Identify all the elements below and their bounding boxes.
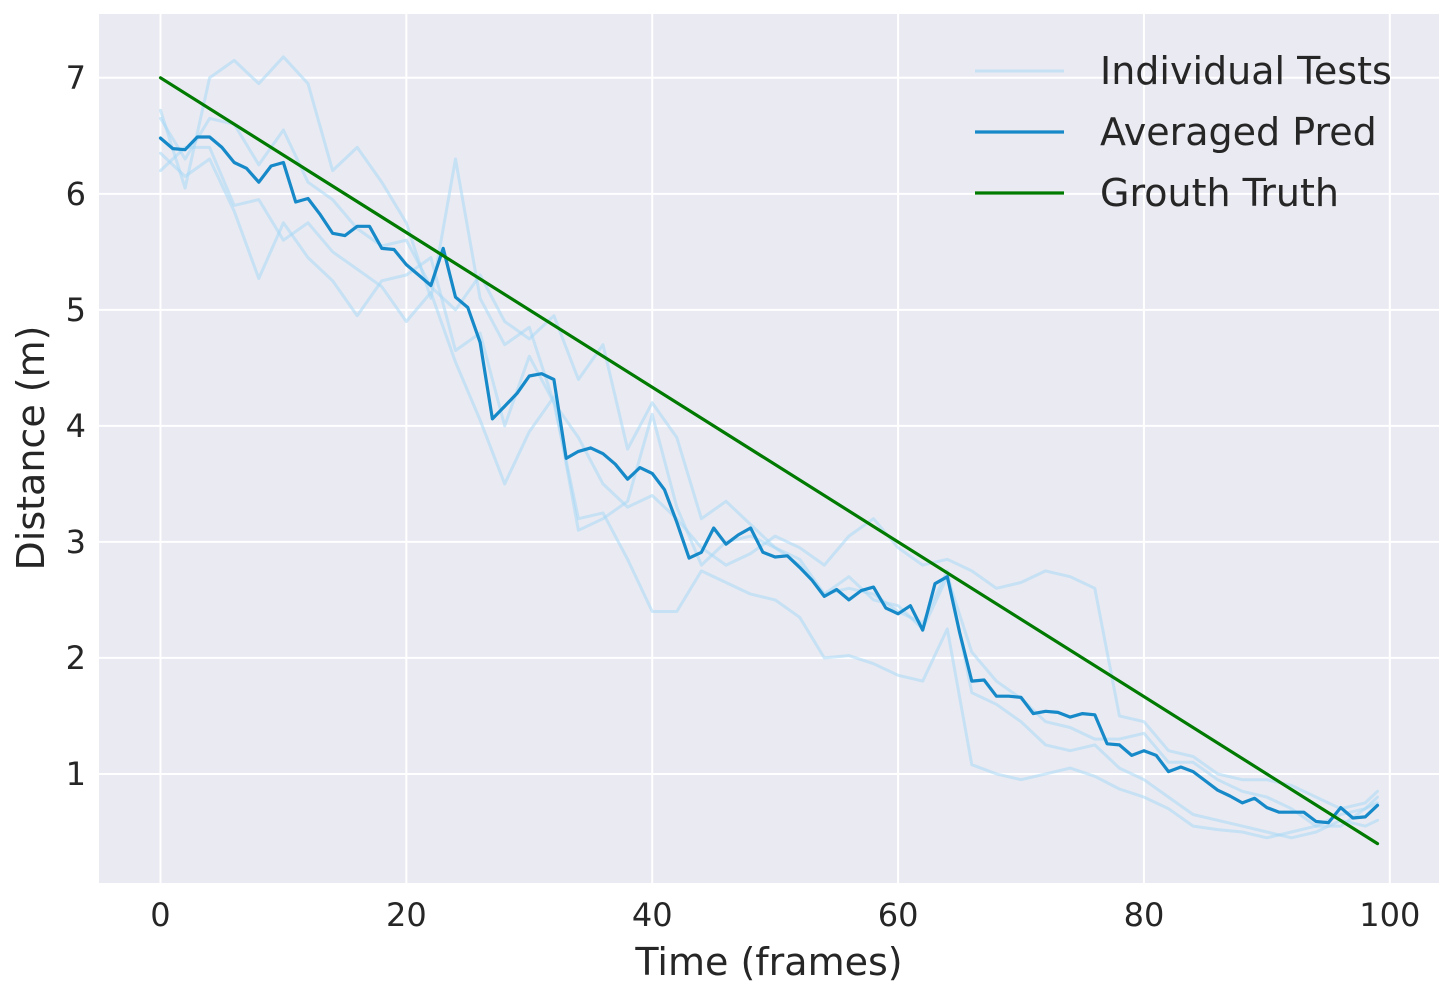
x-tick-label: 40 xyxy=(632,896,673,934)
series-line-individual xyxy=(159,116,1379,828)
x-tick-label: 80 xyxy=(1124,896,1165,934)
y-tick-label: 1 xyxy=(66,755,86,793)
series-line-individual xyxy=(159,55,1379,811)
y-axis-label: Distance (m) xyxy=(9,326,53,571)
plot-background xyxy=(99,14,1439,883)
grid-lines xyxy=(99,14,1439,883)
y-tick-label: 2 xyxy=(66,639,86,677)
legend-label-individual: Individual Tests xyxy=(1100,49,1392,93)
legend-label-truth: Grouth Truth xyxy=(1100,171,1339,215)
y-tick-label: 7 xyxy=(66,59,86,97)
series-line-truth xyxy=(158,76,1380,846)
series-line-averaged xyxy=(158,135,1380,825)
x-axis-label: Time (frames) xyxy=(634,940,902,984)
x-tick-label: 60 xyxy=(878,896,919,934)
series-layer xyxy=(158,55,1380,846)
x-tick-label: 20 xyxy=(386,896,427,934)
tick-labels: 0 20 40 60 80 100 1 2 3 4 5 6 7 xyxy=(66,59,1421,934)
y-tick-label: 6 xyxy=(66,175,86,213)
x-tick-label: 0 xyxy=(150,896,170,934)
series-line-individual xyxy=(159,151,1379,840)
legend-label-averaged: Averaged Pred xyxy=(1100,110,1377,154)
y-tick-label: 5 xyxy=(66,291,86,329)
y-tick-label: 3 xyxy=(66,523,86,561)
legend: Individual Tests Averaged Pred Grouth Trut… xyxy=(975,49,1392,215)
x-tick-label: 100 xyxy=(1359,896,1420,934)
y-tick-label: 4 xyxy=(66,407,86,445)
